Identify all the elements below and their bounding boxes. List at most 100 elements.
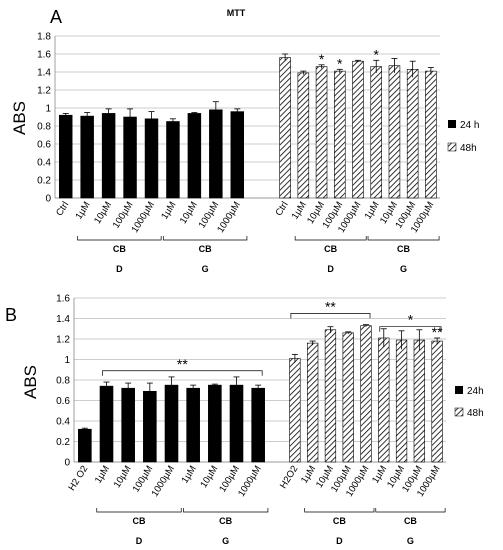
bar-48h-1 (307, 342, 319, 463)
group-label-letter: G (407, 536, 414, 546)
group-label-cb: CB (404, 516, 417, 526)
y-tick-label: 0.8 (37, 122, 51, 133)
legend-swatch-24h (455, 386, 463, 394)
legend-label-24h: 24 h (460, 120, 479, 131)
panel-b-ylabel: ABS (21, 365, 40, 399)
panel-a-ylabel: ABS (10, 101, 29, 135)
panel-b-label: B (5, 305, 17, 325)
significance-bracket-label: * (408, 312, 414, 328)
x-tick-label: 1µM (93, 464, 112, 486)
bar-48h-0 (279, 57, 291, 199)
bar-24h-1 (80, 115, 94, 199)
bar-48h-8 (425, 70, 437, 199)
group-label-cb: CB (133, 516, 146, 526)
bar-24h-3 (143, 390, 157, 463)
significance-bracket (379, 326, 442, 332)
y-tick-label: 1.2 (56, 335, 70, 346)
y-tick-label: 0.6 (37, 140, 51, 151)
bar-24h-2 (101, 113, 116, 199)
x-tick-label: Ctrl (273, 200, 290, 218)
group-bracket (367, 236, 440, 241)
bar-24h-1 (99, 385, 114, 463)
panel-a-legend: 24 h 48h (447, 120, 479, 154)
y-tick-label: 0.4 (56, 417, 70, 428)
bar-48h-6 (395, 339, 408, 463)
group-bracket (294, 236, 367, 241)
group-label-letter: D (116, 264, 123, 274)
significance-star: * (373, 46, 379, 62)
y-tick-label: 1.4 (56, 314, 70, 325)
significance-star: * (319, 51, 325, 67)
significance-bracket (290, 313, 371, 319)
bar-48h-0 (289, 358, 301, 463)
panel-a-label: A (50, 7, 62, 27)
group-label-cb: CB (219, 516, 232, 526)
significance-star: * (337, 55, 343, 71)
bar-48h-4 (360, 325, 372, 463)
y-tick-label: 1 (64, 355, 70, 366)
significance-bracket (102, 370, 263, 376)
group-bracket (96, 508, 182, 513)
group-label-letter: G (202, 264, 209, 274)
group-bracket (162, 236, 248, 241)
y-tick-label: 0.2 (56, 437, 70, 448)
group-bracket (77, 236, 162, 241)
legend-swatch-48h (447, 142, 457, 152)
bar-48h-3 (342, 332, 354, 463)
bar-24h-0 (78, 428, 92, 463)
significance-bracket-label: ** (325, 298, 336, 314)
significance-bracket-label: ** (177, 356, 188, 372)
bar-48h-2 (315, 66, 328, 199)
significance-star: ** (432, 324, 443, 340)
bar-24h-2 (121, 387, 135, 463)
y-tick-label: 1.4 (37, 68, 51, 79)
bar-24h-8 (230, 111, 245, 199)
group-bracket (183, 508, 269, 513)
bar-24h-6 (208, 384, 222, 463)
group-bracket (375, 508, 446, 513)
bar-48h-3 (334, 70, 346, 199)
group-label-letter: D (336, 536, 343, 546)
group-label-cb: CB (113, 244, 126, 254)
y-tick-label: 1.8 (37, 32, 51, 43)
bar-48h-5 (378, 337, 390, 463)
y-tick-label: 1.6 (56, 294, 70, 305)
y-tick-label: 1.2 (37, 86, 51, 97)
x-tick-label: H2O2 (278, 464, 300, 491)
x-tick-label: 10µM (198, 464, 220, 490)
y-tick-label: 0.6 (56, 396, 70, 407)
bar-48h-6 (388, 65, 401, 199)
group-label-cb: CB (333, 516, 346, 526)
bar-24h-4 (144, 118, 159, 199)
legend-swatch-48h (454, 407, 464, 417)
legend-swatch-24h (448, 120, 456, 128)
x-tick-label: 1µM (179, 464, 198, 486)
group-label-cb: CB (199, 244, 212, 254)
bar-24h-7 (229, 384, 244, 463)
legend-label-24h: 24h (467, 386, 484, 397)
bar-48h-8 (431, 340, 443, 463)
bar-48h-1 (297, 72, 310, 199)
x-tick-label: H2 O2 (66, 464, 90, 493)
bar-24h-7 (209, 109, 223, 199)
group-label-cb: CB (397, 244, 410, 254)
y-tick-label: 0 (64, 458, 70, 469)
panel-b-plot: 00.20.40.60.811.21.41.6H2 O2 1µM 10µM100µM… (56, 294, 446, 546)
bar-24h-8 (251, 387, 265, 463)
bar-24h-0 (58, 114, 73, 199)
x-tick-label: 1µM (73, 200, 92, 222)
bar-48h-4 (352, 60, 364, 199)
group-label-letter: D (136, 536, 143, 546)
y-tick-label: 0.8 (56, 376, 70, 387)
bar-48h-7 (413, 339, 425, 463)
y-tick-label: 0.4 (37, 158, 51, 169)
bar-24h-5 (166, 121, 180, 199)
y-tick-label: 1 (45, 104, 51, 115)
group-bracket (304, 508, 375, 513)
x-tick-label: 10µM (178, 200, 200, 226)
bar-24h-6 (187, 113, 202, 199)
panel-b-legend: 24h 48h (454, 386, 484, 419)
y-tick-label: 1.6 (37, 50, 51, 61)
group-label-letter: D (327, 264, 334, 274)
y-tick-label: 0 (45, 194, 51, 205)
